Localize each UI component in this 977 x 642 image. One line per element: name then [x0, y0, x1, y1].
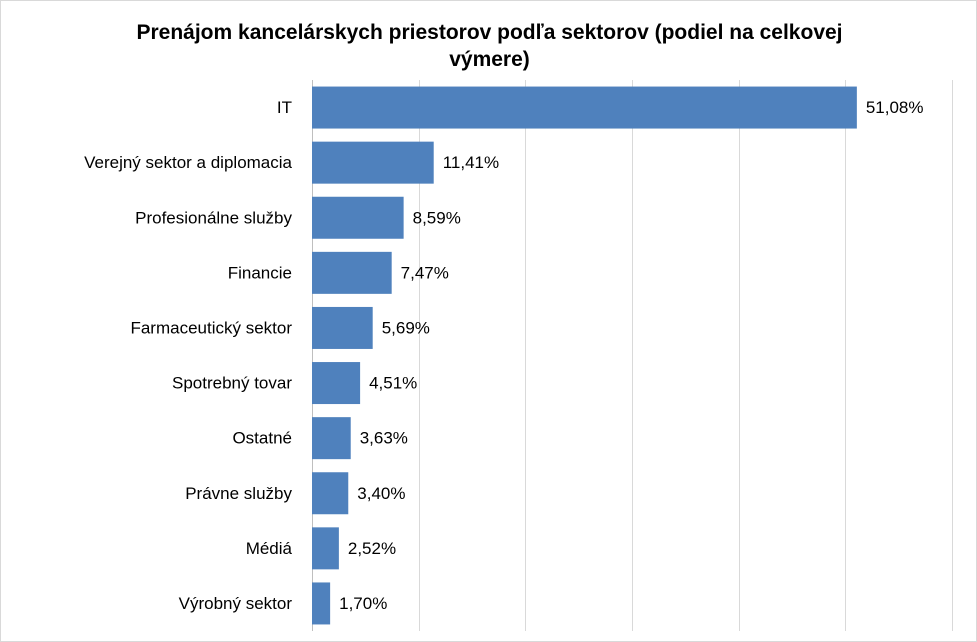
bar	[312, 306, 373, 349]
category-label: Ostatné	[232, 429, 292, 448]
data-label: 51,08%	[866, 98, 924, 117]
category-label: Výrobný sektor	[179, 594, 293, 613]
bar	[312, 196, 404, 239]
category-label: Právne služby	[185, 484, 292, 503]
data-label: 7,47%	[401, 263, 449, 282]
bar	[312, 527, 339, 570]
bar	[312, 141, 434, 184]
data-label: 11,41%	[443, 153, 499, 172]
category-label: Verejný sektor a diplomacia	[84, 153, 292, 172]
data-label: 1,70%	[339, 594, 387, 613]
bar	[312, 472, 349, 515]
bar	[312, 582, 331, 625]
category-label: Profesionálne služby	[135, 208, 292, 227]
bars	[312, 86, 857, 625]
category-label: Médiá	[246, 539, 293, 558]
category-label: Spotrebný tovar	[172, 374, 292, 393]
data-label: 8,59%	[413, 208, 461, 227]
labels: IT 51,08% Verejný sektor a diplomacia 11,41…	[84, 98, 923, 613]
category-label: Farmaceutický sektor	[130, 318, 292, 337]
data-label: 2,52%	[348, 539, 396, 558]
bar	[312, 417, 351, 460]
chart-title: Prenájom kancelárskych priestorov podľa …	[136, 21, 843, 71]
data-label: 4,51%	[369, 374, 417, 393]
data-label: 3,40%	[357, 484, 405, 503]
bar	[312, 251, 392, 294]
category-label: IT	[277, 98, 292, 117]
data-label: 3,63%	[360, 429, 408, 448]
bar	[312, 86, 857, 129]
category-label: Financie	[228, 263, 292, 282]
bar	[312, 362, 361, 405]
data-label: 5,69%	[382, 318, 430, 337]
